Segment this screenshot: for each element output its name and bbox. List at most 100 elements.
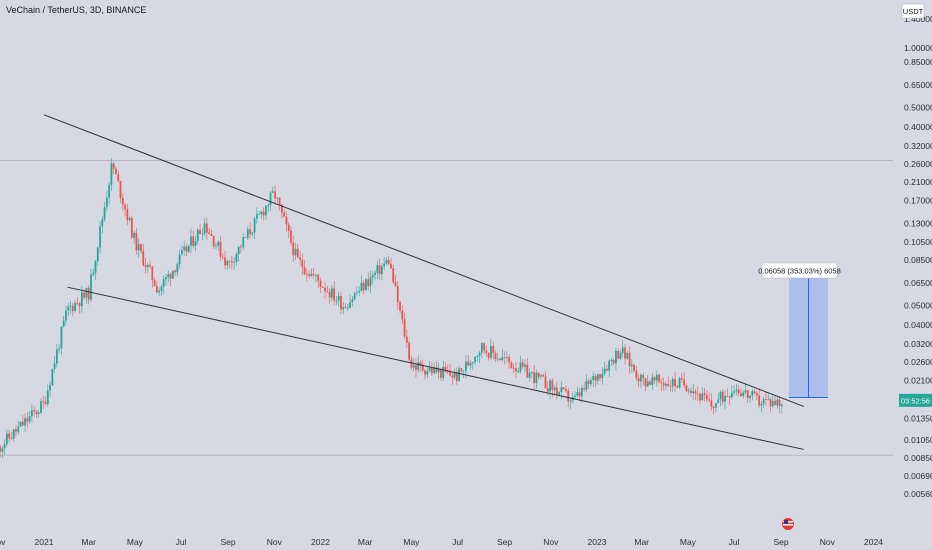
candle	[658, 373, 661, 384]
candle-body	[85, 288, 88, 298]
candle-body	[285, 216, 288, 225]
time-tick-label: Nov	[267, 537, 283, 547]
candle-body	[133, 232, 136, 238]
candle	[151, 265, 154, 288]
currency-button-frame[interactable]	[901, 3, 925, 19]
candle-body	[649, 381, 651, 385]
candle-body	[580, 388, 583, 397]
candle-body	[685, 385, 688, 391]
candle-body	[215, 245, 217, 247]
candle	[419, 360, 422, 372]
candle	[3, 439, 6, 455]
candle-body	[603, 368, 606, 374]
candle	[728, 394, 731, 405]
candle-body	[726, 396, 729, 397]
candle-body	[283, 212, 286, 217]
candle	[365, 277, 367, 292]
candle	[433, 362, 436, 375]
chart-title: VeChain / TetherUS, 3D, BINANCE	[6, 5, 146, 15]
candle-body	[592, 376, 595, 380]
candle	[453, 368, 456, 380]
candle-body	[621, 347, 624, 353]
candle	[169, 272, 172, 286]
upper-trendline	[43, 114, 804, 407]
time-tick-label: Nov	[820, 537, 836, 547]
currency-button-label[interactable]: USDT	[903, 7, 924, 16]
candle	[776, 396, 779, 409]
candle	[746, 389, 749, 403]
time-axis[interactable]: Nov 2021 Mar May Jul Sep Nov 2022 Mar May Jul Sep No…	[0, 537, 883, 547]
candle-body	[510, 362, 513, 368]
candle	[310, 268, 313, 277]
candle-body	[499, 358, 501, 360]
candle-body	[655, 374, 658, 381]
candle	[560, 381, 563, 400]
candle-body	[349, 302, 351, 308]
candle	[183, 240, 186, 256]
candle-body	[776, 399, 779, 406]
candle-body	[367, 279, 370, 287]
candle-body	[174, 270, 176, 273]
candle-body	[392, 268, 395, 283]
candle-body	[62, 320, 65, 327]
candle-body	[60, 326, 63, 349]
candle-body	[555, 387, 558, 395]
candle-body	[508, 357, 511, 363]
candle-body	[121, 197, 124, 205]
candle	[46, 384, 49, 407]
candle	[305, 268, 308, 281]
candle	[585, 374, 588, 393]
candle-body	[12, 429, 15, 439]
candle-body	[478, 352, 481, 356]
currency-button[interactable]: USDT	[901, 3, 925, 19]
candle-body	[699, 393, 701, 401]
candle	[396, 280, 399, 310]
candle	[530, 371, 533, 379]
candle-body	[326, 291, 329, 293]
candle	[185, 243, 188, 257]
candle-body	[601, 373, 604, 379]
candle-body	[774, 400, 776, 406]
candle	[596, 373, 599, 385]
us-flag-icon[interactable]	[782, 518, 794, 530]
candle	[510, 360, 513, 369]
candle-body	[74, 302, 76, 311]
candle-body	[549, 380, 551, 392]
candle-body	[526, 364, 529, 378]
candle-body	[76, 302, 79, 304]
candle	[196, 228, 199, 245]
candle	[469, 359, 472, 370]
last-price-badge[interactable]: 03:52:56	[899, 393, 932, 407]
candle	[633, 363, 636, 373]
candle	[651, 373, 654, 391]
candle	[130, 216, 133, 239]
candle	[415, 358, 417, 378]
candle-body	[755, 393, 758, 396]
candle-body	[458, 368, 461, 381]
candle	[199, 223, 201, 234]
candle	[278, 197, 281, 211]
candle	[624, 344, 626, 365]
candle	[380, 263, 383, 281]
candle-body	[460, 368, 463, 372]
candle-body	[735, 389, 738, 392]
candle-body	[742, 392, 745, 397]
candle-body	[451, 375, 454, 378]
candle	[19, 421, 22, 428]
candle	[508, 353, 511, 370]
price-axis[interactable]: 1.40000 1.00000 0.85000 0.65000 0.50000 0.400…	[899, 14, 932, 499]
candle-body	[540, 375, 542, 377]
candle	[701, 387, 704, 401]
projection-tool[interactable]: 0.06058 (353.03%) 6058	[758, 262, 841, 398]
candle-body	[183, 246, 186, 251]
candle-body	[149, 264, 151, 267]
candle	[705, 390, 708, 403]
time-tick-label: Jul	[452, 537, 463, 547]
candle-body	[758, 395, 761, 406]
candle-body	[330, 288, 333, 298]
candle	[371, 270, 374, 285]
time-tick-label: Mar	[358, 537, 373, 547]
candle	[121, 193, 124, 211]
